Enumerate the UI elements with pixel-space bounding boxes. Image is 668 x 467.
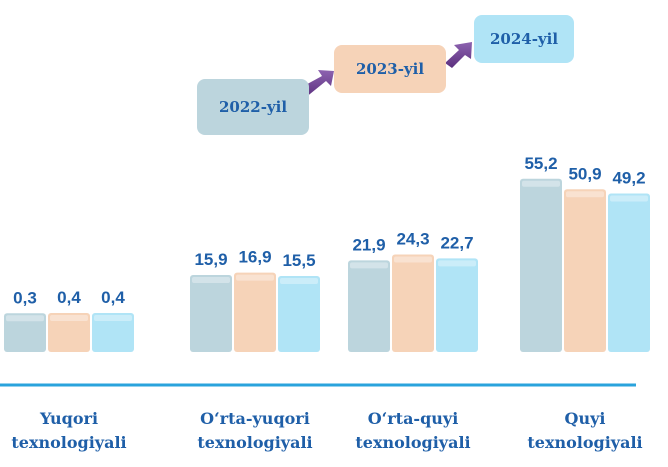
- bar-2022-yil-cat-0: [4, 313, 46, 352]
- bar-2023-yil-cat-3: [564, 189, 606, 352]
- bar-2022-yil-cat-2: [348, 260, 390, 352]
- legend: 2022-yil 2023-yil 2024-yil: [197, 15, 574, 135]
- bar-2024-yil-cat-1: [278, 276, 320, 352]
- value-label-2023-yil-cat-3: 50,9: [568, 164, 601, 183]
- bar-highlight-2022-yil-cat-2: [350, 262, 388, 269]
- bar-highlight-2023-yil-cat-2: [394, 256, 432, 263]
- bar-2023-yil-cat-2: [392, 254, 434, 352]
- value-label-2022-yil-cat-1: 15,9: [194, 250, 227, 269]
- bar-highlight-2022-yil-cat-0: [6, 315, 44, 322]
- category-labels-group: Yuqori texnologiyali O‘rta-yuqori texnologi…: [11, 409, 642, 452]
- bar-highlight-2023-yil-cat-3: [566, 191, 604, 198]
- legend-box-2022-yil: [197, 79, 309, 135]
- value-label-2024-yil-cat-1: 15,5: [282, 251, 315, 270]
- value-labels-group: 0,3 0,4 0,4 15,9 16,9 15,5 21,9 24,3 22,7 55,2 50,…: [13, 154, 645, 308]
- bar-2023-yil-cat-0: [48, 313, 90, 352]
- value-label-2023-yil-cat-2: 24,3: [396, 229, 429, 248]
- bar-highlight-2023-yil-cat-1: [236, 274, 274, 281]
- category-label-0-line-1: texnologiyali: [11, 433, 126, 452]
- bar-highlight-2024-yil-cat-3: [610, 195, 648, 202]
- legend-label-2022-yil: 2022-yil: [219, 98, 287, 116]
- value-label-2023-yil-cat-1: 16,9: [238, 248, 271, 267]
- category-label-2-line-1: texnologiyali: [355, 433, 470, 452]
- legend-box-2024-yil: [474, 15, 574, 63]
- bar-highlight-2023-yil-cat-0: [50, 315, 88, 322]
- value-label-2023-yil-cat-0: 0,4: [57, 288, 81, 307]
- category-label-2-line-0: O‘rta-quyi: [368, 409, 459, 428]
- legend-label-2023-yil: 2023-yil: [356, 60, 424, 78]
- bar-highlight-2022-yil-cat-1: [192, 277, 230, 284]
- bar-highlight-2024-yil-cat-2: [438, 260, 476, 267]
- value-label-2022-yil-cat-0: 0,3: [13, 288, 37, 307]
- value-label-2022-yil-cat-2: 21,9: [352, 235, 385, 254]
- bar-highlight-2024-yil-cat-0: [94, 315, 132, 322]
- bar-2022-yil-cat-1: [190, 275, 232, 352]
- category-label-3-line-0: Quyi: [565, 409, 606, 428]
- legend-arrow-2: [445, 42, 472, 68]
- bar-2024-yil-cat-0: [92, 313, 134, 352]
- bar-2024-yil-cat-2: [436, 258, 478, 352]
- category-label-1-line-0: O‘rta-yuqori: [200, 409, 310, 428]
- bar-highlight-2024-yil-cat-1: [280, 278, 318, 285]
- bar-2023-yil-cat-1: [234, 272, 276, 352]
- category-label-1-line-1: texnologiyali: [197, 433, 312, 452]
- bar-2022-yil-cat-3: [520, 178, 562, 352]
- legend-box-2023-yil: [334, 45, 446, 93]
- value-label-2024-yil-cat-2: 22,7: [440, 233, 473, 252]
- legend-label-2024-yil: 2024-yil: [490, 30, 558, 48]
- bars-group: [4, 178, 650, 352]
- category-label-0-line-0: Yuqori: [39, 409, 98, 428]
- value-label-2024-yil-cat-3: 49,2: [612, 168, 645, 187]
- bar-highlight-2022-yil-cat-3: [522, 180, 560, 187]
- value-label-2022-yil-cat-3: 55,2: [524, 154, 557, 173]
- bar-2024-yil-cat-3: [608, 193, 650, 352]
- category-label-3-line-1: texnologiyali: [527, 433, 642, 452]
- value-label-2024-yil-cat-0: 0,4: [101, 288, 125, 307]
